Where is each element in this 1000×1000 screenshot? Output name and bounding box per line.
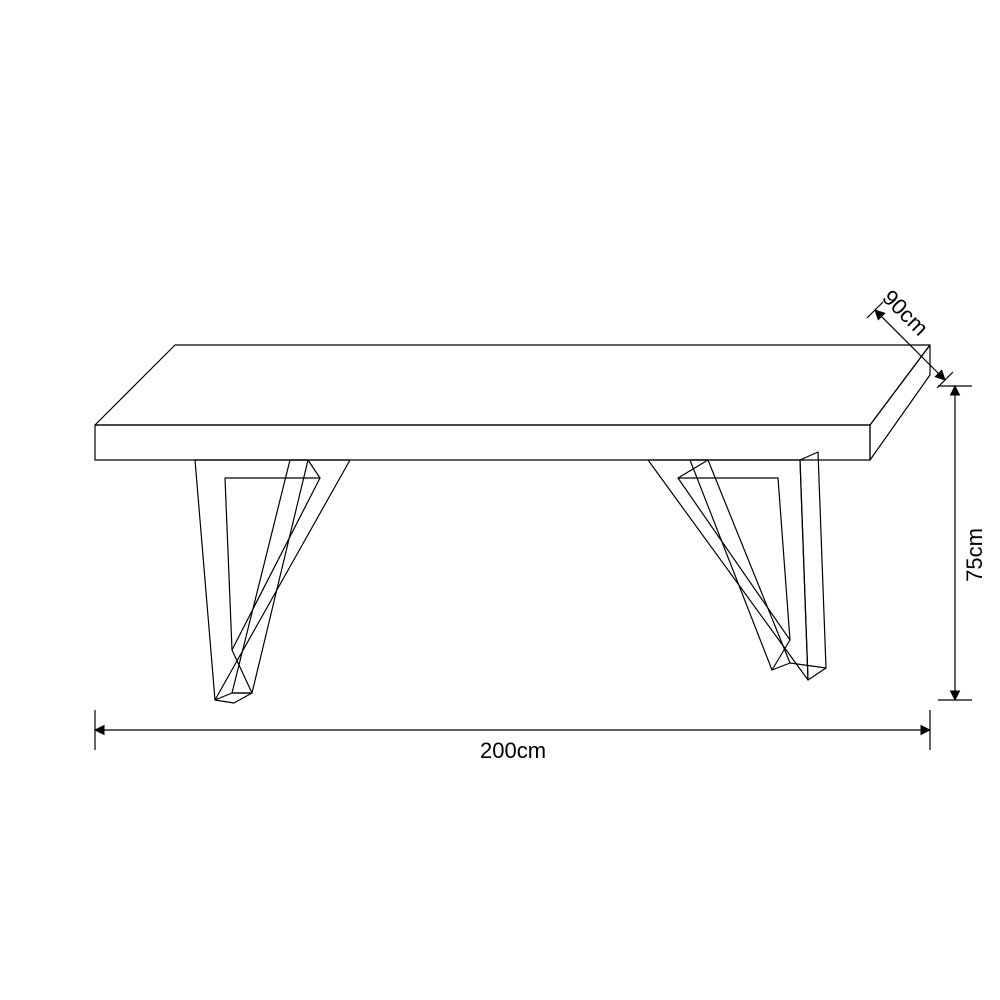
depth-label: 90cm: [877, 285, 933, 341]
table-drawing: [95, 345, 930, 703]
tabletop-top-face: [95, 345, 930, 425]
width-label: 200cm: [480, 738, 546, 763]
tabletop-front-face: [95, 425, 870, 460]
dimension-width: 200cm: [95, 710, 930, 763]
table-dimension-diagram: 200cm 75cm 90cm: [0, 0, 1000, 1000]
left-leg: [195, 460, 350, 703]
dimension-annotations: 200cm 75cm 90cm: [95, 285, 987, 763]
right-leg: [648, 452, 826, 680]
height-label: 75cm: [962, 528, 987, 582]
tabletop-right-face: [870, 345, 930, 460]
dimension-height: 75cm: [938, 386, 987, 700]
